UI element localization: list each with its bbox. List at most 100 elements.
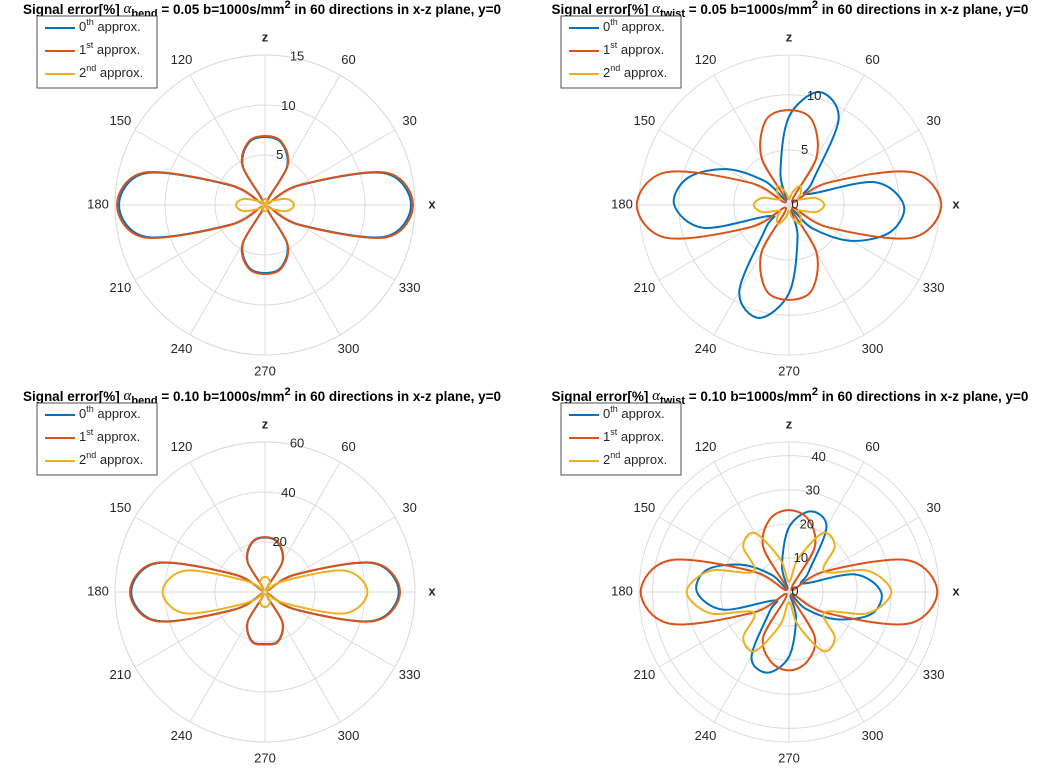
grid-spoke	[264, 204, 396, 281]
r-tick-label: 5	[276, 147, 283, 162]
title-part: = 0.10 b=1000s/mm	[685, 389, 812, 404]
title-part: α	[123, 388, 132, 404]
r-tick-label: 10	[281, 98, 295, 113]
legend-part: 1	[79, 42, 86, 57]
title-part: α	[652, 388, 661, 404]
theta-tick-label: 210	[634, 667, 656, 682]
legend-label: 1st approx.	[79, 427, 140, 444]
legend-part: 2	[603, 452, 610, 467]
theta-tick-label: 150	[634, 113, 656, 128]
legend-part: approx.	[96, 65, 143, 80]
legend-part: 2	[79, 452, 86, 467]
chart-title: Signal error[%] αbend = 0.05 b=1000s/mm2…	[23, 0, 501, 20]
grid-spoke	[788, 129, 920, 206]
polar-plot: x3060z12015018021024027030033051015Signa…	[23, 0, 501, 378]
title-part: = 0.05 b=1000s/mm	[158, 2, 285, 17]
theta-tick-label: x	[428, 583, 436, 598]
theta-tick-label: z	[786, 29, 793, 44]
grid-circle	[164, 104, 366, 306]
legend-label: 0th approx.	[603, 17, 665, 34]
theta-tick-label: x	[952, 583, 960, 598]
theta-tick-label: 300	[338, 728, 360, 743]
legend-part: st	[86, 427, 94, 437]
theta-tick-label: z	[262, 29, 269, 44]
r-tick-label: 30	[806, 483, 820, 498]
theta-tick-label: 150	[110, 113, 132, 128]
title-part: = 0.05 b=1000s/mm	[685, 2, 812, 17]
legend-part: approx.	[93, 42, 140, 57]
legend-part: th	[610, 404, 618, 414]
grid-circle	[720, 523, 858, 661]
legend-part: approx.	[617, 42, 664, 57]
legend-label: 2nd approx.	[79, 63, 143, 80]
theta-tick-label: 30	[926, 113, 940, 128]
theta-tick-label: z	[262, 416, 269, 431]
outer-circle	[638, 54, 940, 356]
grid-spoke	[658, 516, 790, 593]
theta-tick-label: 240	[695, 728, 717, 743]
legend-label: 0th approx.	[79, 17, 141, 34]
polar-plot: x3060z1201501802102402703003300510Signal…	[552, 0, 1029, 378]
legend-part: nd	[86, 450, 96, 460]
legend-part: 0	[603, 19, 610, 34]
theta-tick-label: 60	[341, 52, 355, 67]
grid-circle	[652, 455, 926, 729]
grid-spoke	[658, 204, 790, 281]
legend-part: th	[86, 17, 94, 27]
chart-title: Signal error[%] αtwist = 0.05 b=1000s/mm…	[552, 0, 1029, 20]
r-tick-label: 0	[791, 196, 798, 211]
polar-plot: x3060z120150180210240270300330010203040S…	[552, 386, 1029, 766]
title-part: = 0.10 b=1000s/mm	[158, 389, 285, 404]
theta-tick-label: 180	[87, 196, 109, 211]
theta-tick-label: 120	[695, 52, 717, 67]
legend-part: approx.	[94, 19, 141, 34]
title-part: in 60 directions in x-z plane, y=0	[291, 2, 501, 17]
legend-part: 0	[79, 406, 86, 421]
polar-plot: x3060z120150180210240270300330204060Sign…	[23, 386, 501, 766]
theta-tick-label: 330	[399, 667, 421, 682]
legend-label: 1st approx.	[79, 40, 140, 57]
r-tick-label: 40	[281, 485, 295, 500]
series-line	[235, 197, 295, 213]
legend-part: approx.	[93, 429, 140, 444]
grid-spoke	[264, 129, 396, 206]
legend-label: 2nd approx.	[603, 450, 667, 467]
title-part: Signal error[%]	[552, 2, 653, 17]
legend-part: approx.	[620, 452, 667, 467]
grid-spoke	[134, 129, 266, 206]
title-part: 2	[284, 386, 290, 398]
title-part: α	[652, 1, 661, 17]
legend-part: 2	[79, 65, 86, 80]
theta-tick-label: 150	[634, 500, 656, 515]
r-tick-label: 5	[801, 142, 808, 157]
theta-tick-label: 240	[171, 341, 193, 356]
legend-part: nd	[86, 63, 96, 73]
title-part: α	[123, 1, 132, 17]
legend-part: 1	[603, 42, 610, 57]
outer-circle	[114, 54, 416, 356]
legend-part: 1	[603, 429, 610, 444]
legend-part: approx.	[620, 65, 667, 80]
theta-tick-label: 120	[171, 439, 193, 454]
legend-label: 1st approx.	[603, 40, 664, 57]
legend-label: 2nd approx.	[603, 63, 667, 80]
title-part: Signal error[%]	[552, 389, 653, 404]
legend-part: approx.	[94, 406, 141, 421]
r-tick-label: 60	[290, 436, 304, 451]
grid-circle	[678, 94, 900, 316]
theta-tick-label: 330	[399, 280, 421, 295]
theta-tick-label: 120	[695, 439, 717, 454]
theta-tick-label: 210	[110, 280, 132, 295]
grid-spoke	[788, 204, 920, 281]
r-tick-label: 0	[791, 583, 798, 598]
theta-tick-label: 270	[778, 363, 800, 378]
title-part: in 60 directions in x-z plane, y=0	[818, 389, 1028, 404]
theta-tick-label: 240	[695, 341, 717, 356]
r-tick-label: 20	[272, 534, 286, 549]
grid-circle	[733, 149, 845, 261]
theta-tick-label: 30	[402, 500, 416, 515]
grid-circle	[214, 154, 316, 256]
title-part: Signal error[%]	[23, 389, 124, 404]
grid-circle	[214, 541, 316, 643]
